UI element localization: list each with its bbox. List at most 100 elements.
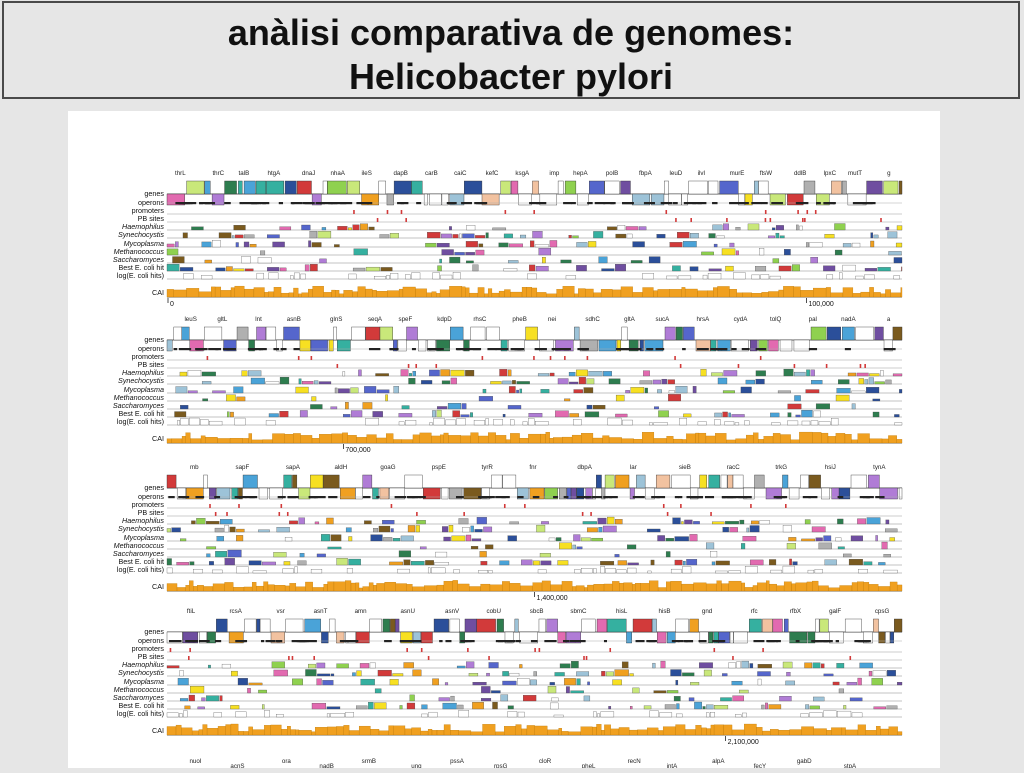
homolog-bar: [629, 673, 634, 677]
cai-bar: [869, 287, 874, 298]
homolog-bar: [166, 665, 180, 669]
homolog-bar: [233, 268, 245, 272]
homolog-bar: [529, 240, 535, 248]
homolog-bar: [712, 224, 723, 231]
operon-mark: [462, 348, 469, 351]
homolog-bar: [735, 227, 741, 231]
homolog-bar: [425, 560, 434, 566]
operon-mark: [563, 202, 572, 205]
homolog-bar: [166, 558, 172, 566]
track-label: genes: [144, 335, 164, 344]
homolog-bar: [689, 534, 698, 542]
homolog-bar: [485, 544, 494, 550]
cai-bar: [662, 726, 676, 736]
homolog-bar: [374, 702, 387, 710]
site-mark: [726, 218, 728, 222]
homolog-bar: [889, 537, 895, 542]
cai-bar: [217, 726, 226, 736]
homolog-bar: [478, 243, 484, 248]
site-mark: [679, 364, 682, 368]
cai-bar: [348, 730, 360, 736]
homolog-bar: [311, 396, 317, 402]
homolog-bar: [427, 232, 441, 239]
track-label: Haemophilus: [122, 660, 164, 669]
operon-mark: [340, 202, 353, 205]
homolog-bar: [837, 518, 844, 525]
gene-name-label: pspE: [432, 464, 446, 471]
cai-bar: [234, 285, 245, 298]
cai-bar: [532, 582, 543, 592]
gene-block: [718, 631, 730, 644]
cai-bar: [470, 731, 483, 736]
site-mark: [533, 356, 535, 360]
homolog-bar: [318, 381, 332, 385]
homolog-bar: [785, 680, 796, 686]
site-mark: [376, 218, 379, 222]
homolog-bar: [824, 234, 835, 239]
homolog-bar: [382, 520, 395, 525]
gene-block: [546, 618, 558, 633]
gene-block: [441, 487, 449, 500]
homolog-bar: [486, 672, 490, 677]
gene-block: [336, 631, 345, 644]
operon-mark: [400, 202, 409, 205]
homolog-bar: [679, 418, 687, 426]
gene-name-label: ung: [411, 763, 422, 768]
gene-block: [181, 326, 190, 341]
homolog-bar: [575, 369, 588, 377]
homolog-bar: [432, 272, 440, 280]
operon-mark: [712, 202, 718, 205]
cai-bar: [166, 583, 178, 592]
homolog-bar: [224, 524, 229, 533]
homolog-bar: [433, 417, 445, 426]
cai-bar: [436, 293, 441, 298]
cai-bar: [220, 290, 232, 298]
homolog-bar: [573, 389, 583, 394]
gene-block: [557, 180, 564, 195]
cai-bar: [357, 286, 366, 298]
homolog-bar: [693, 521, 700, 525]
homolog-bar: [201, 371, 216, 377]
cai-bar: [212, 583, 225, 592]
gene-name-label: asnU: [400, 608, 414, 615]
homolog-bar: [405, 419, 417, 426]
site-mark: [859, 364, 862, 368]
cai-bar: [729, 289, 737, 298]
cai-bar: [830, 292, 844, 298]
operon-mark: [536, 202, 547, 205]
homolog-bar: [304, 264, 310, 272]
operon-mark: [296, 640, 306, 643]
homolog-bar: [565, 275, 577, 280]
homolog-bar: [572, 235, 579, 239]
gene-name-label: lpxC: [824, 170, 837, 177]
cai-bar: [217, 438, 231, 444]
operon-mark: [188, 202, 197, 205]
operon-mark: [854, 640, 864, 643]
homolog-bar: [528, 418, 535, 426]
homolog-bar: [180, 405, 189, 410]
operon-mark: [594, 202, 606, 205]
homolog-bar: [888, 251, 902, 256]
site-mark: [785, 504, 787, 508]
gene-block: [223, 339, 237, 352]
cai-bar: [812, 580, 819, 592]
homolog-bar: [892, 373, 903, 377]
homolog-bar: [201, 697, 206, 702]
homolog-bar: [425, 242, 437, 248]
homolog-bar: [851, 712, 863, 718]
cai-bar: [460, 435, 471, 444]
homolog-bar: [512, 380, 516, 385]
gene-name-label: talB: [239, 170, 250, 177]
homolog-bar: [421, 380, 433, 385]
homolog-bar: [179, 670, 184, 677]
cai-bar: [411, 727, 421, 736]
track-label: Synechocystis: [118, 668, 164, 677]
homolog-bar: [457, 704, 464, 710]
cai-bar: [813, 728, 827, 736]
gene-block: [819, 618, 829, 633]
homolog-bar: [389, 233, 399, 239]
gene-name-label: pssA: [450, 758, 465, 765]
site-mark: [187, 656, 190, 660]
homolog-bar: [744, 566, 758, 574]
homolog-bar: [751, 274, 760, 280]
